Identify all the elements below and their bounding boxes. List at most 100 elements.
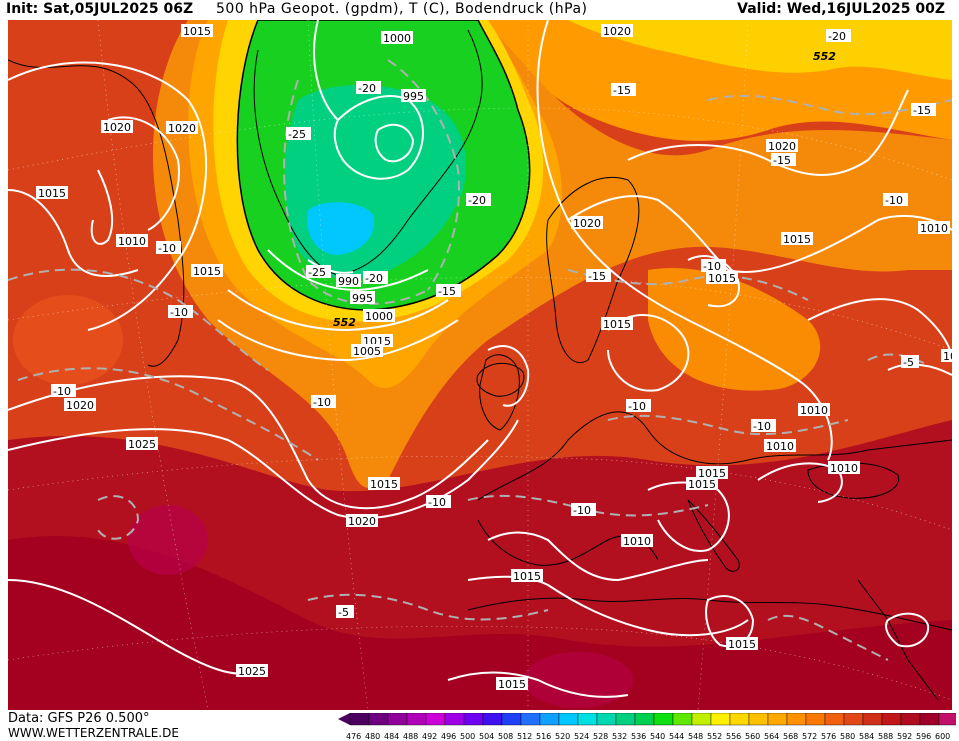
scale-label: 536 <box>631 732 646 741</box>
svg-text:1010: 1010 <box>943 350 952 363</box>
scale-arrow-left <box>338 713 350 725</box>
temperature-label: -15 <box>771 153 796 167</box>
svg-text:1015: 1015 <box>728 638 756 651</box>
scale-label: 508 <box>498 732 513 741</box>
scale-swatch <box>577 713 598 726</box>
svg-text:-10: -10 <box>53 385 71 398</box>
isobar-label: 1015 <box>696 466 728 480</box>
isobar-label: 1010 <box>621 534 653 548</box>
temperature-label: -15 <box>586 269 611 283</box>
temperature-label: -10 <box>701 259 726 273</box>
scale-label: 588 <box>878 732 893 741</box>
isobar-label: 1015 <box>601 317 633 331</box>
svg-text:990: 990 <box>338 275 359 288</box>
warm-core-atlantic <box>128 505 208 575</box>
scale-label: 580 <box>840 732 855 741</box>
scale-swatch <box>881 713 902 726</box>
scale-label: 564 <box>764 732 779 741</box>
scale-swatch <box>558 713 579 726</box>
svg-text:552: 552 <box>333 316 356 329</box>
isobar-label: 1015 <box>191 264 223 278</box>
weather-map: 1015 1020 1015 1010 1015 1020 1025 1020 1015 1025… <box>8 20 952 710</box>
svg-text:-15: -15 <box>913 104 931 117</box>
scale-label: 476 <box>346 732 361 741</box>
scale-swatch <box>520 713 541 726</box>
svg-text:1025: 1025 <box>238 665 266 678</box>
svg-text:1015: 1015 <box>708 272 736 285</box>
scale-label: 540 <box>650 732 665 741</box>
isobar-label: 1000 <box>381 31 413 45</box>
scale-swatch <box>387 713 408 726</box>
svg-text:-15: -15 <box>613 84 631 97</box>
scale-swatch <box>596 713 617 726</box>
scale-label: 568 <box>783 732 798 741</box>
scale-swatch <box>710 713 731 726</box>
scale-label: 492 <box>422 732 437 741</box>
europe-coast <box>477 411 952 501</box>
temperature-label: -5 <box>901 355 919 369</box>
isobar-label: 1015 <box>686 477 718 491</box>
scale-swatch <box>615 713 636 726</box>
isobar-label: 1020 <box>166 121 198 135</box>
scale-label: 500 <box>460 732 475 741</box>
scale-swatch <box>862 713 883 726</box>
scale-label: 600 <box>935 732 950 741</box>
graticule <box>8 20 952 710</box>
temperature-label: -10 <box>751 419 776 433</box>
svg-text:1015: 1015 <box>38 187 66 200</box>
svg-text:1020: 1020 <box>66 399 94 412</box>
temperature-label: -15 <box>436 284 461 298</box>
isobar-label: 1010 <box>941 349 952 363</box>
scale-label: 496 <box>441 732 456 741</box>
svg-text:1015: 1015 <box>183 25 211 38</box>
svg-text:-10: -10 <box>170 306 188 319</box>
temperature-label: -10 <box>883 193 908 207</box>
temperature-label: -10 <box>571 503 596 517</box>
coastlines <box>8 29 952 701</box>
svg-text:-10: -10 <box>428 496 446 509</box>
isobar-label-layer: 1015 1020 1015 1010 1015 1020 1025 1020 1015 1025… <box>36 24 952 691</box>
isobar-label: 1020 <box>346 514 378 528</box>
temperature-label: -10 <box>626 399 651 413</box>
scale-label: 572 <box>802 732 817 741</box>
isobar-label: 1015 <box>181 24 213 38</box>
svg-text:-10: -10 <box>703 260 721 273</box>
isobar-label: 1020 <box>571 216 603 230</box>
scale-label: 528 <box>593 732 608 741</box>
footer: Data: GFS P26 0.500° WWW.WETTERZENTRALE.… <box>0 710 959 741</box>
svg-text:1015: 1015 <box>783 233 811 246</box>
isobar-label: 1015 <box>726 637 758 651</box>
temperature-label: -15 <box>911 103 936 117</box>
isobar-label: 1010 <box>764 439 796 453</box>
scale-swatch <box>501 713 522 726</box>
scale-swatch <box>482 713 503 726</box>
scale-label: 480 <box>365 732 380 741</box>
scale-swatch <box>729 713 750 726</box>
scale-swatch <box>805 713 826 726</box>
svg-text:1010: 1010 <box>920 222 948 235</box>
svg-text:1020: 1020 <box>573 217 601 230</box>
isobar-label: 1015 <box>511 569 543 583</box>
svg-text:552: 552 <box>813 50 836 63</box>
temperature-label: -20 <box>356 81 381 95</box>
italy-coast <box>687 499 740 572</box>
isobar-label: 1025 <box>126 437 158 451</box>
scale-label: 592 <box>897 732 912 741</box>
valid-time: Valid: Wed,16JUL2025 00Z <box>737 1 945 17</box>
northeast-yellow <box>568 20 952 80</box>
scale-swatch <box>634 713 655 726</box>
temperature-label: -10 <box>51 384 76 398</box>
svg-text:-15: -15 <box>438 285 456 298</box>
svg-text:995: 995 <box>352 292 373 305</box>
warm-core-africa <box>523 652 633 708</box>
atlantic-orange-patch <box>13 295 123 385</box>
temperature-label: -20 <box>826 29 851 43</box>
svg-text:-15: -15 <box>588 270 606 283</box>
isobars <box>8 20 952 698</box>
svg-text:1015: 1015 <box>193 265 221 278</box>
scale-swatch <box>653 713 674 726</box>
british-isles <box>479 354 520 431</box>
scale-label: 520 <box>555 732 570 741</box>
svg-text:1000: 1000 <box>383 32 411 45</box>
svg-text:1020: 1020 <box>603 25 631 38</box>
